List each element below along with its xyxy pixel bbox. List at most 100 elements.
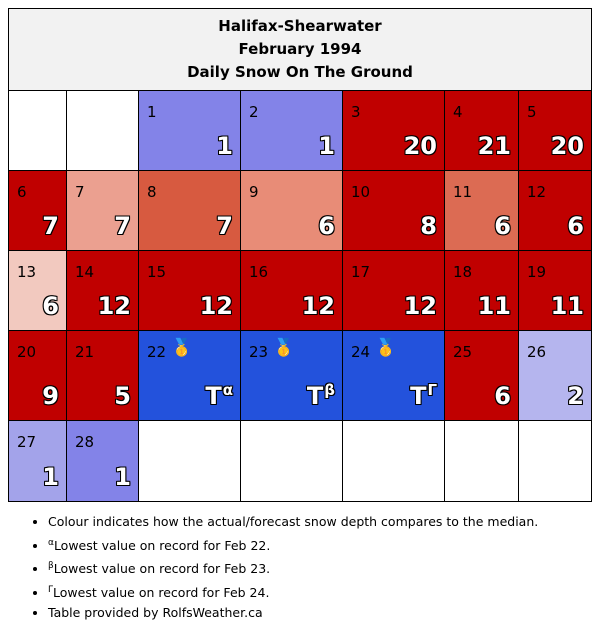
snow-depth-number: 7 bbox=[216, 212, 233, 240]
day-cell-3: 3 20 bbox=[343, 91, 445, 171]
snow-depth-value: 6 bbox=[494, 212, 511, 240]
day-cell-17: 17 12 bbox=[343, 251, 445, 331]
snow-depth-value: 12 bbox=[404, 292, 437, 320]
snow-depth-value: 6 bbox=[42, 292, 59, 320]
day-cell-19: 19 11 bbox=[519, 251, 591, 331]
day-number: 22 bbox=[147, 343, 167, 361]
record-marker: α bbox=[222, 381, 233, 399]
day-cell-10: 10 8 bbox=[343, 171, 445, 251]
footnote-item: βLowest value on record for Feb 23. bbox=[48, 556, 538, 580]
snow-depth-number: 12 bbox=[301, 292, 335, 320]
snow-depth-value: 20 bbox=[404, 132, 437, 160]
snow-depth-number: 6 bbox=[567, 212, 584, 240]
day-cell-25: 25 6 bbox=[445, 331, 519, 421]
snow-depth-value: 9 bbox=[42, 382, 59, 410]
snow-depth-value: 6 bbox=[567, 212, 584, 240]
day-number: 15 bbox=[147, 263, 167, 281]
snow-depth-value: 1 bbox=[318, 132, 335, 160]
day-number: 27 bbox=[17, 433, 37, 451]
snow-depth-value: Tα bbox=[205, 381, 233, 410]
snow-depth-value: 1 bbox=[42, 463, 59, 491]
footnote-marker: Γ bbox=[48, 584, 54, 595]
day-number: 24 bbox=[351, 343, 371, 361]
day-number: 16 bbox=[249, 263, 269, 281]
record-marker: β bbox=[324, 381, 335, 399]
day-number: 10 bbox=[351, 183, 371, 201]
snow-depth-number: 11 bbox=[550, 292, 584, 320]
day-cell-18: 18 11 bbox=[445, 251, 519, 331]
day-cell-14: 14 12 bbox=[67, 251, 139, 331]
day-number: 21 bbox=[75, 343, 95, 361]
snow-depth-value: 2 bbox=[567, 382, 584, 410]
snow-depth-number: 1 bbox=[114, 463, 131, 491]
day-number: 7 bbox=[75, 183, 85, 201]
snow-depth-number: 6 bbox=[42, 292, 59, 320]
day-cell-27: 27 1 bbox=[9, 421, 67, 501]
snow-depth-value: 1 bbox=[114, 463, 131, 491]
empty-cell bbox=[343, 421, 445, 501]
day-number: 11 bbox=[453, 183, 473, 201]
footnote-marker: α bbox=[48, 537, 54, 548]
footnote-text: Table provided by RolfsWeather.ca bbox=[48, 605, 263, 620]
snow-depth-value: 11 bbox=[478, 292, 511, 320]
footnote-item: ΓLowest value on record for Feb 24. bbox=[48, 580, 538, 604]
snow-depth-number: 2 bbox=[567, 382, 584, 410]
snow-depth-value: 1 bbox=[216, 132, 233, 160]
snow-depth-number: 8 bbox=[420, 212, 437, 240]
day-cell-11: 11 6 bbox=[445, 171, 519, 251]
footnotes-list: Colour indicates how the actual/forecast… bbox=[28, 512, 538, 624]
day-cell-4: 4 21 bbox=[445, 91, 519, 171]
day-number: 19 bbox=[527, 263, 547, 281]
day-cell-5: 5 20 bbox=[519, 91, 591, 171]
empty-cell bbox=[241, 421, 343, 501]
day-number: 6 bbox=[17, 183, 27, 201]
day-number: 2 bbox=[249, 103, 259, 121]
snow-depth-number: 12 bbox=[199, 292, 233, 320]
snow-depth-number: 12 bbox=[403, 292, 437, 320]
day-cell-20: 20 9 bbox=[9, 331, 67, 421]
day-number: 4 bbox=[453, 103, 463, 121]
gold-medal-icon: 🥇 bbox=[171, 338, 193, 358]
snow-depth-number: 12 bbox=[97, 292, 131, 320]
day-number: 13 bbox=[17, 263, 37, 281]
snow-depth-value: 11 bbox=[551, 292, 584, 320]
record-marker: Γ bbox=[427, 381, 437, 399]
day-cell-22: 22 🥇 Tα bbox=[139, 331, 241, 421]
calendar-subtitle: Daily Snow On The Ground bbox=[187, 63, 413, 81]
day-number: 12 bbox=[527, 183, 547, 201]
day-cell-16: 16 12 bbox=[241, 251, 343, 331]
day-cell-21: 21 5 bbox=[67, 331, 139, 421]
day-number: 25 bbox=[453, 343, 473, 361]
empty-cell bbox=[139, 421, 241, 501]
snow-depth-value: 12 bbox=[98, 292, 131, 320]
snow-depth-number: 1 bbox=[216, 132, 233, 160]
snow-depth-number: 6 bbox=[318, 212, 335, 240]
day-number: 17 bbox=[351, 263, 371, 281]
gold-medal-icon: 🥇 bbox=[375, 338, 397, 358]
snow-depth-number: 11 bbox=[477, 292, 511, 320]
day-cell-23: 23 🥇 Tβ bbox=[241, 331, 343, 421]
footnote-item: αLowest value on record for Feb 22. bbox=[48, 533, 538, 557]
snow-depth-number: 5 bbox=[114, 382, 131, 410]
day-number: 26 bbox=[527, 343, 547, 361]
snow-depth-value: 6 bbox=[494, 382, 511, 410]
snow-depth-value: 8 bbox=[420, 212, 437, 240]
empty-cell bbox=[445, 421, 519, 501]
snow-depth-number: T bbox=[306, 382, 324, 410]
snow-depth-value: 6 bbox=[318, 212, 335, 240]
snow-depth-number: 7 bbox=[114, 212, 131, 240]
snow-depth-number: 20 bbox=[550, 132, 584, 160]
day-cell-28: 28 1 bbox=[67, 421, 139, 501]
footnote-text: Lowest value on record for Feb 22. bbox=[53, 537, 271, 553]
snow-depth-number: 6 bbox=[494, 382, 511, 410]
day-cell-24: 24 🥇 TΓ bbox=[343, 331, 445, 421]
snow-depth-number: 1 bbox=[318, 132, 335, 160]
snow-depth-number: 20 bbox=[403, 132, 437, 160]
day-number: 8 bbox=[147, 183, 157, 201]
footnote-text: Colour indicates how the actual/forecast… bbox=[48, 514, 539, 529]
snow-depth-number: 21 bbox=[477, 132, 511, 160]
